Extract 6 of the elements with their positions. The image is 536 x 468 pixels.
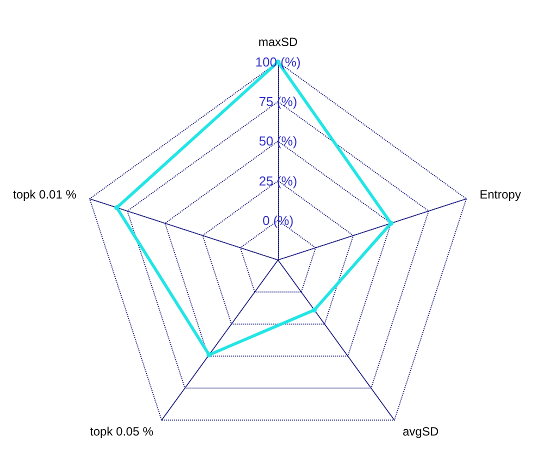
spoke-label: topk 0.01 % [13,187,77,202]
spoke-label: avgSD [402,424,439,439]
spoke-label: topk 0.05 % [90,424,154,439]
spoke-label: Entropy [480,187,521,202]
spoke-label: maxSD [258,35,298,49]
y-tick-label: 100 (%) [255,54,301,70]
